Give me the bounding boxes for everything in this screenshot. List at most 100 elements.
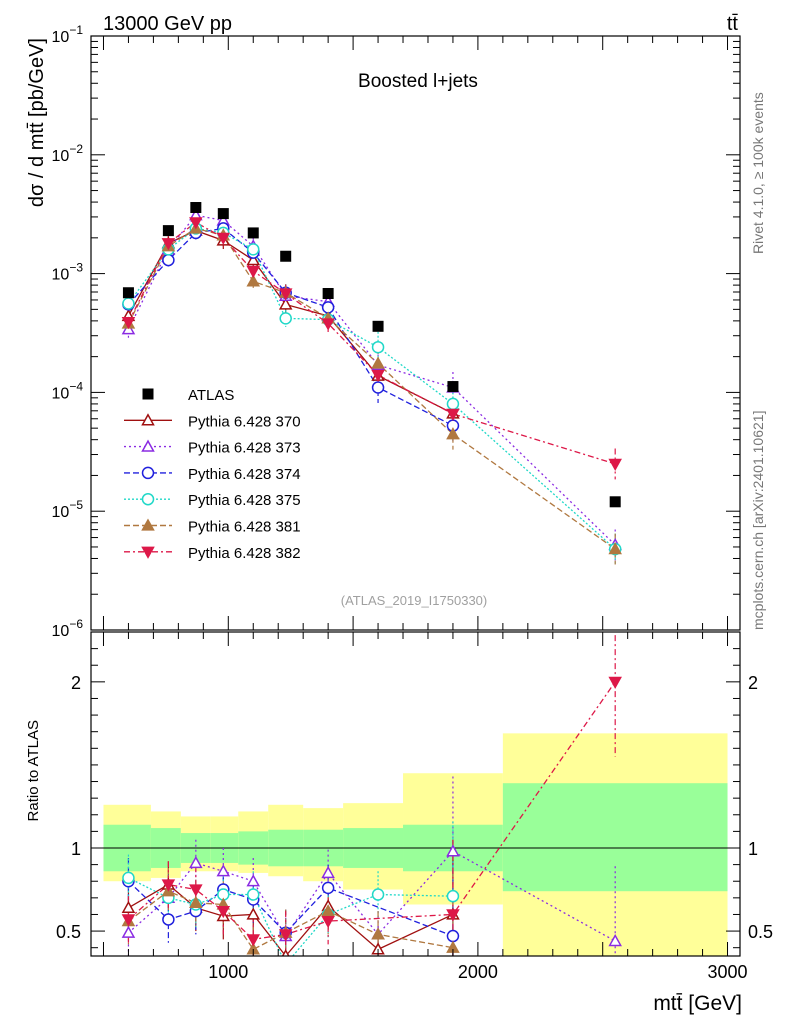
ratio-point-375 xyxy=(446,889,460,903)
mc-point-382 xyxy=(371,369,385,383)
legend-marker-374 xyxy=(141,466,155,480)
ratio-point-381 xyxy=(321,904,335,917)
x-axis-label: mtt̄ [GeV] xyxy=(653,992,742,1015)
ratio-point-370 xyxy=(121,900,136,913)
legend-label-atlas: ATLAS xyxy=(188,387,234,404)
legend-label-382: Pythia 6.428 382 xyxy=(188,545,301,562)
legend-marker-382 xyxy=(141,546,155,559)
energy-label: 13000 GeV pp xyxy=(103,13,232,35)
mc-point-382 xyxy=(446,408,460,421)
ratio-point-373 xyxy=(121,925,136,938)
ratio-point-374 xyxy=(162,913,175,926)
ratio-line-374 xyxy=(127,880,454,937)
legend-label-381: Pythia 6.428 381 xyxy=(188,519,301,536)
legend-marker-381 xyxy=(141,518,155,531)
ratio-tick-label: 0.5 xyxy=(56,922,81,942)
mc-point-374 xyxy=(162,253,175,267)
legend: ATLAS Pythia 6.428 370 Pythia 6.428 373 Pyt… xyxy=(124,387,301,562)
mc-point-375 xyxy=(446,397,460,411)
ratio-point-373 xyxy=(246,874,261,887)
ratio-line-381 xyxy=(128,890,454,951)
atlas-data-point xyxy=(609,496,621,508)
mc-point-381 xyxy=(608,542,622,555)
y-tick-exponent: −2 xyxy=(69,142,83,156)
mc-point-375 xyxy=(279,312,292,325)
mc-point-375 xyxy=(122,297,135,310)
mc-point-374 xyxy=(371,381,385,394)
legend-label-370: Pythia 6.428 370 xyxy=(188,413,301,430)
ratio-point-373 xyxy=(446,844,460,857)
legend-marker-370 xyxy=(141,413,155,426)
y-axis-label: dσ / d mtt̄ [pb/GeV] xyxy=(26,38,48,207)
mc-point-375 xyxy=(247,243,260,256)
ratio-point-375 xyxy=(371,888,385,901)
mc-point-382 xyxy=(121,317,136,330)
ratio-point-382 xyxy=(321,915,335,929)
ratio-point-382 xyxy=(608,676,622,689)
chart-title: Boosted l+jets xyxy=(358,71,478,92)
analysis-tag: (ATLAS_2019_I1750330) xyxy=(341,593,487,608)
y-tick-exponent: −5 xyxy=(69,498,83,512)
mc-point-382 xyxy=(321,318,335,331)
ratio-point-381 xyxy=(189,895,203,908)
atlas-data-point xyxy=(162,225,174,237)
main-frame xyxy=(90,35,741,631)
atlas-data-point xyxy=(322,287,334,299)
y-tick-exponent: −6 xyxy=(69,617,83,631)
ratio-point-375 xyxy=(280,959,291,970)
ratio-tick-label: 1 xyxy=(71,839,81,859)
ratio-point-382 xyxy=(189,884,203,897)
y-tick-label: 10−3 xyxy=(52,261,84,284)
ratio-point-382 xyxy=(161,879,176,892)
markers xyxy=(121,202,622,970)
ratio-y-label: Ratio to ATLAS xyxy=(25,720,42,821)
ratio-point-373 xyxy=(321,865,335,879)
mc-point-381 xyxy=(371,356,385,369)
y-tick-label: 10−2 xyxy=(52,142,84,165)
ratio-point-370 xyxy=(246,907,261,920)
ratio-point-373 xyxy=(216,864,231,877)
legend-label-374: Pythia 6.428 374 xyxy=(188,466,301,483)
atlas-data-point xyxy=(190,202,202,214)
mc-line-373 xyxy=(127,214,616,546)
ratio-point-382 xyxy=(246,934,261,947)
y-tick-exponent: −4 xyxy=(69,379,83,393)
ratio-point-382 xyxy=(216,905,231,919)
ratio-point-381 xyxy=(371,927,385,940)
ratio-bands xyxy=(91,733,740,956)
ratio-point-375 xyxy=(122,871,135,885)
ratio-frame xyxy=(90,631,741,957)
mc-point-382 xyxy=(161,238,176,251)
mc-line-375 xyxy=(127,227,616,550)
rivet-label: Rivet 4.1.0, ≥ 100k events xyxy=(750,92,766,254)
mc-point-375 xyxy=(371,340,385,354)
ratio-tick-label: 1 xyxy=(748,839,758,859)
ratio-point-373 xyxy=(608,934,622,947)
mcplots-label: mcplots.cern.ch [arXiv:2401.10621] xyxy=(750,411,766,630)
legend-marker-atlas xyxy=(142,388,154,400)
ratio-line-373 xyxy=(128,850,616,942)
mc-point-382 xyxy=(608,458,622,471)
legend-marker-373 xyxy=(141,439,155,452)
y-tick-label: 10−6 xyxy=(52,617,84,640)
ratio-point-374 xyxy=(321,881,335,895)
ratio-point-382 xyxy=(446,909,460,922)
mc-point-381 xyxy=(446,427,460,440)
mc-point-382 xyxy=(246,265,261,279)
stat-band xyxy=(502,783,728,892)
ratio-tick-label: 2 xyxy=(71,673,81,693)
ratio-point-374 xyxy=(446,929,460,943)
main-markers xyxy=(121,202,622,556)
mc-point-382 xyxy=(216,232,231,245)
y-tick-label: 10−4 xyxy=(52,379,84,402)
legend-label-375: Pythia 6.428 375 xyxy=(188,492,301,509)
mc-point-382 xyxy=(189,217,203,230)
y-tick-exponent: −1 xyxy=(69,23,83,37)
y-tick-label: 10−5 xyxy=(52,498,84,521)
mc-point-370 xyxy=(246,253,261,266)
mc-line-381 xyxy=(127,227,616,550)
atlas-data-point xyxy=(247,227,259,239)
mc-point-374 xyxy=(321,301,335,314)
